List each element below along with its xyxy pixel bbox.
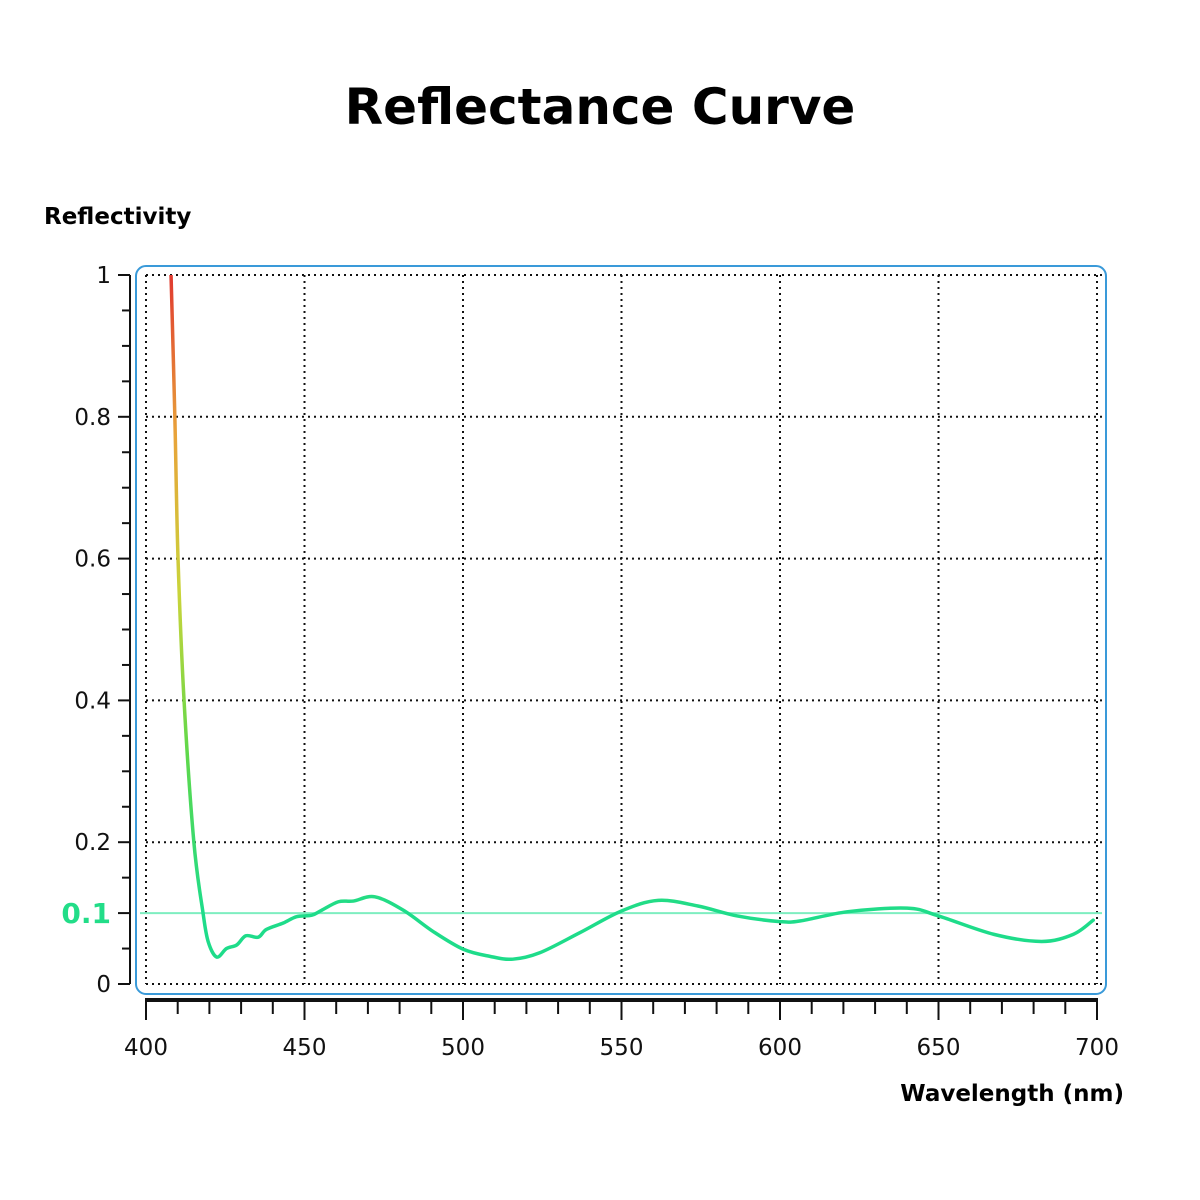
x-tick-label: 400	[124, 1035, 168, 1061]
x-tick-label: 600	[758, 1035, 802, 1061]
reference-line-label: 0.1	[61, 897, 111, 930]
y-tick-label: 0.6	[74, 547, 111, 573]
y-tick-label: 0.2	[74, 830, 111, 856]
plot-frame	[135, 265, 1107, 995]
y-tick-label: 0.8	[74, 405, 111, 431]
y-tick-label: 0	[96, 972, 111, 998]
x-tick-label: 450	[283, 1035, 327, 1061]
reflectance-curve	[169, 275, 1095, 962]
x-tick-label: 500	[441, 1035, 485, 1061]
y-axis-label: Reflectivity	[44, 204, 192, 230]
y-tick-label: 1	[96, 263, 111, 289]
x-tick-label: 550	[600, 1035, 644, 1061]
x-tick-label: 700	[1075, 1035, 1119, 1061]
chart-title: Reflectance Curve	[344, 78, 856, 136]
x-tick-label: 650	[917, 1035, 961, 1061]
y-tick-label: 0.4	[74, 688, 111, 714]
x-axis-label: Wavelength (nm)	[900, 1081, 1124, 1107]
